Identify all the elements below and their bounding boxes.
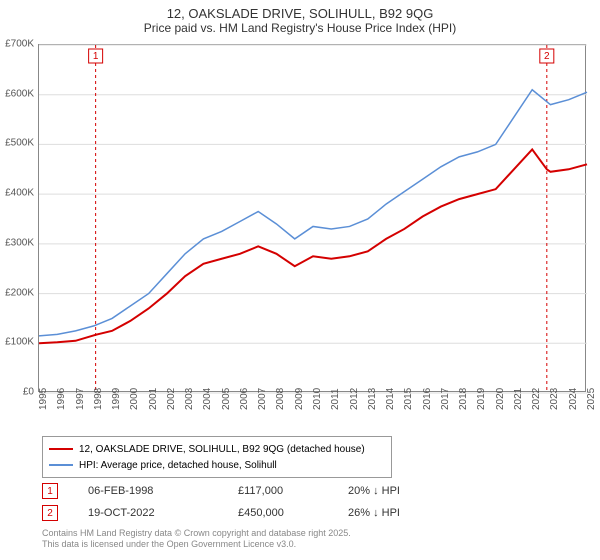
marker-price: £450,000 (238, 507, 318, 519)
y-tick-label: £400K (5, 188, 34, 199)
x-tick-label: 2020 (495, 388, 506, 410)
y-tick-label: £500K (5, 138, 34, 149)
marker-table-row: 1 06-FEB-1998 £117,000 20% ↓ HPI (42, 480, 458, 502)
footnote-line1: Contains HM Land Registry data © Crown c… (42, 528, 582, 539)
legend-label: 12, OAKSLADE DRIVE, SOLIHULL, B92 9QG (d… (79, 444, 365, 455)
y-tick-label: £300K (5, 237, 34, 248)
footnote: Contains HM Land Registry data © Crown c… (42, 528, 582, 550)
x-tick-label: 2013 (367, 388, 378, 410)
chart-container: 12, OAKSLADE DRIVE, SOLIHULL, B92 9QG Pr… (0, 0, 600, 560)
x-tick-label: 2005 (221, 388, 232, 410)
legend-label: HPI: Average price, detached house, Soli… (79, 460, 277, 471)
x-tick-label: 2006 (239, 388, 250, 410)
marker-date: 19-OCT-2022 (88, 507, 208, 519)
marker-table: 1 06-FEB-1998 £117,000 20% ↓ HPI 2 19-OCT-202… (42, 480, 458, 524)
title-line2: Price paid vs. HM Land Registry's House … (10, 21, 590, 35)
chart-marker-badge: 1 (89, 49, 103, 63)
x-tick-label: 2023 (549, 388, 560, 410)
svg-text:1: 1 (93, 51, 99, 62)
y-tick-label: £0 (23, 387, 34, 398)
x-tick-label: 1995 (38, 388, 49, 410)
marker-badge: 1 (42, 483, 58, 499)
svg-text:2: 2 (544, 51, 550, 62)
legend-row: HPI: Average price, detached house, Soli… (49, 457, 385, 473)
legend-swatch (49, 448, 73, 450)
x-tick-label: 2022 (531, 388, 542, 410)
legend-row: 12, OAKSLADE DRIVE, SOLIHULL, B92 9QG (d… (49, 441, 385, 457)
x-axis-labels: 1995199619971998199920002001200220032004… (38, 394, 586, 434)
y-tick-label: £100K (5, 337, 34, 348)
x-tick-label: 1997 (75, 388, 86, 410)
footnote-line2: This data is licensed under the Open Gov… (42, 539, 582, 550)
marker-table-row: 2 19-OCT-2022 £450,000 26% ↓ HPI (42, 502, 458, 524)
x-tick-label: 2018 (458, 388, 469, 410)
x-tick-label: 2001 (148, 388, 159, 410)
x-tick-label: 2004 (202, 388, 213, 410)
x-tick-label: 2014 (385, 388, 396, 410)
y-axis-labels: £0£100K£200K£300K£400K£500K£600K£700K (0, 44, 36, 392)
series-line (39, 90, 587, 336)
y-tick-label: £700K (5, 39, 34, 50)
x-tick-label: 2017 (440, 388, 451, 410)
x-tick-label: 2010 (312, 388, 323, 410)
marker-price: £117,000 (238, 485, 318, 497)
marker-badge: 2 (42, 505, 58, 521)
title-block: 12, OAKSLADE DRIVE, SOLIHULL, B92 9QG Pr… (0, 0, 600, 39)
x-tick-label: 2009 (294, 388, 305, 410)
x-tick-label: 2015 (403, 388, 414, 410)
x-tick-label: 2003 (184, 388, 195, 410)
x-tick-label: 2012 (349, 388, 360, 410)
x-tick-label: 2025 (586, 388, 597, 410)
legend-swatch (49, 464, 73, 466)
x-tick-label: 1999 (111, 388, 122, 410)
y-tick-label: £600K (5, 88, 34, 99)
chart-svg: 12 (39, 45, 585, 391)
y-tick-label: £200K (5, 287, 34, 298)
series-line (39, 149, 587, 343)
x-tick-label: 2016 (422, 388, 433, 410)
plot-area: 12 (38, 44, 586, 392)
marker-date: 06-FEB-1998 (88, 485, 208, 497)
x-tick-label: 2011 (330, 388, 341, 410)
x-tick-label: 1998 (93, 388, 104, 410)
x-tick-label: 1996 (56, 388, 67, 410)
x-tick-label: 2021 (513, 388, 524, 410)
x-tick-label: 2007 (257, 388, 268, 410)
x-tick-label: 2019 (476, 388, 487, 410)
legend: 12, OAKSLADE DRIVE, SOLIHULL, B92 9QG (d… (42, 436, 392, 478)
x-tick-label: 2008 (275, 388, 286, 410)
x-tick-label: 2024 (568, 388, 579, 410)
x-tick-label: 2002 (166, 388, 177, 410)
marker-pct: 26% ↓ HPI (348, 507, 458, 519)
x-tick-label: 2000 (129, 388, 140, 410)
chart-marker-badge: 2 (540, 49, 554, 63)
marker-pct: 20% ↓ HPI (348, 485, 458, 497)
title-line1: 12, OAKSLADE DRIVE, SOLIHULL, B92 9QG (10, 6, 590, 21)
